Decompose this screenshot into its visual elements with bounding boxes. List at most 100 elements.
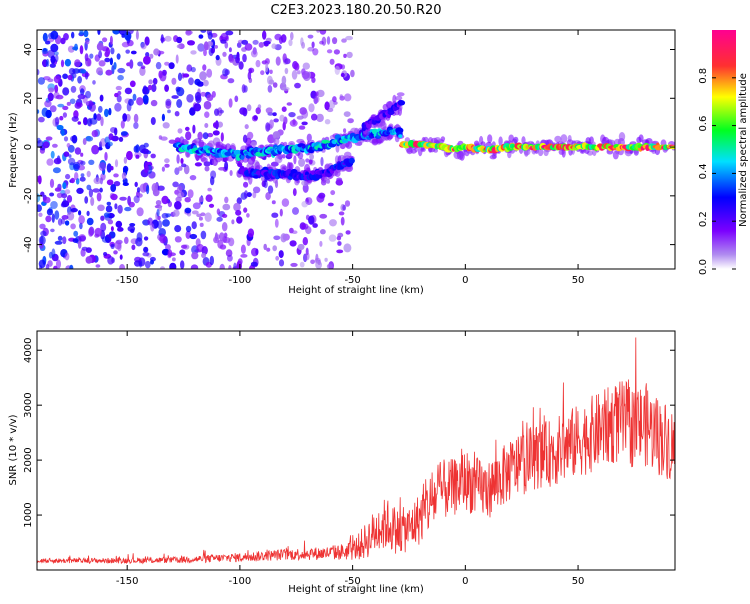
colorbar-ticks: 0.0 0.2 0.4 0.6 0.8: [698, 68, 736, 275]
noise-blob: [252, 191, 257, 199]
spectrogram-marks: [37, 30, 675, 269]
noise-blob: [318, 192, 326, 199]
noise-blob: [236, 216, 243, 224]
noise-blob: [110, 226, 114, 232]
noise-blob: [194, 91, 202, 101]
noise-blob: [101, 236, 110, 243]
noise-blob: [185, 126, 190, 131]
noise-blob: [214, 45, 219, 49]
noise-blob: [339, 94, 343, 99]
noise-blob: [110, 193, 118, 201]
noise-blob: [73, 230, 79, 237]
noise-blob: [68, 154, 72, 158]
noise-blob: [68, 67, 76, 75]
noise-blob: [235, 56, 241, 64]
noise-blob: [271, 212, 279, 218]
noise-blob: [301, 70, 310, 80]
noise-blob: [150, 259, 154, 265]
band-halo: [335, 144, 340, 153]
noise-blob: [54, 210, 60, 220]
noise-blob: [45, 58, 50, 67]
noise-blob: [272, 131, 281, 140]
noise-blob: [222, 51, 227, 57]
noise-blob: [221, 222, 228, 232]
noise-blob: [286, 102, 292, 106]
noise-blob: [315, 91, 319, 96]
band-halo: [585, 137, 591, 144]
noise-blob: [340, 64, 346, 70]
noise-blob: [324, 101, 330, 111]
y-tick-label: -20: [23, 188, 34, 204]
noise-blob: [158, 70, 163, 79]
noise-blob: [319, 240, 323, 247]
noise-blob: [267, 85, 273, 93]
noise-blob: [100, 222, 107, 232]
noise-blob: [124, 236, 129, 244]
x-tick-label: 0: [462, 275, 468, 286]
noise-blob: [124, 206, 132, 212]
noise-blob: [40, 230, 47, 237]
noise-blob: [212, 130, 220, 136]
noise-blob: [172, 181, 179, 188]
noise-blob: [50, 201, 58, 209]
noise-blob: [160, 136, 168, 141]
noise-blob: [189, 233, 198, 240]
noise-blob: [176, 191, 185, 199]
noise-blob: [83, 30, 89, 38]
noise-blob: [329, 219, 337, 227]
noise-blob: [41, 47, 49, 55]
noise-blob: [220, 32, 229, 42]
band-halo: [274, 137, 280, 146]
noise-blob: [311, 41, 315, 48]
band-core: [348, 157, 355, 164]
noise-blob: [291, 230, 298, 234]
noise-blob: [240, 254, 248, 258]
noise-blob: [312, 48, 319, 56]
noise-blob: [38, 259, 46, 269]
noise-blob: [281, 75, 287, 86]
noise-blob: [217, 239, 224, 249]
noise-blob: [119, 264, 125, 269]
noise-blob: [50, 228, 55, 233]
noise-blob: [54, 240, 63, 245]
noise-blob: [207, 32, 213, 40]
band-halo: [306, 133, 312, 142]
noise-blob: [64, 220, 70, 226]
noise-blob: [108, 133, 114, 141]
noise-blob: [217, 121, 223, 128]
band-halo: [521, 136, 526, 145]
noise-blob: [197, 131, 203, 140]
noise-blob: [219, 232, 225, 242]
noise-blob: [334, 65, 340, 75]
noise-blob: [203, 100, 212, 110]
noise-blob: [119, 254, 123, 260]
noise-blob: [255, 107, 261, 115]
noise-blob: [71, 116, 79, 122]
noise-blob: [220, 39, 227, 44]
noise-blob: [157, 215, 161, 221]
noise-blob: [112, 30, 121, 35]
noise-blob: [150, 153, 156, 159]
noise-blob: [260, 70, 265, 76]
noise-blob: [162, 122, 170, 129]
noise-blob: [39, 223, 46, 230]
noise-blob: [54, 84, 59, 94]
noise-blob: [161, 69, 167, 76]
noise-blob: [85, 39, 90, 45]
band-halo: [487, 134, 493, 144]
noise-blob: [51, 213, 55, 223]
noise-blob: [241, 84, 246, 94]
noise-blob: [231, 219, 235, 225]
noise-blob: [85, 247, 92, 254]
noise-blob: [63, 136, 69, 142]
colorbar-tick-label: 0.8: [698, 68, 709, 84]
noise-blob: [76, 102, 83, 108]
noise-blob: [199, 71, 207, 81]
noise-blob: [175, 54, 179, 64]
noise-blob: [80, 173, 85, 178]
noise-blob: [274, 33, 282, 41]
noise-blob: [161, 166, 165, 172]
snr-y-ticks: 1000 2000 3000 4000: [23, 338, 675, 528]
noise-blob: [185, 30, 192, 36]
noise-blob: [144, 164, 149, 174]
